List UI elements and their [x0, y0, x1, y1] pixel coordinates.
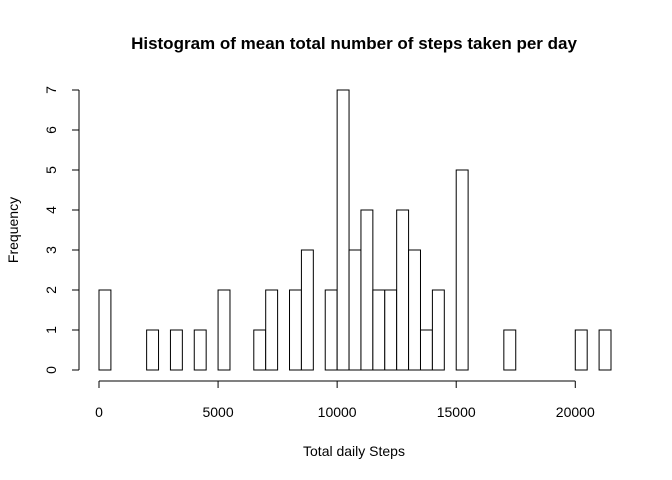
histogram-bar: [265, 289, 279, 371]
histogram-bar: [98, 289, 112, 371]
x-axis: 0 5000 10000 15000 20000: [95, 380, 595, 420]
y-tick-label: 7: [43, 86, 59, 94]
histogram-bar: [396, 209, 410, 371]
y-axis-label: Frequency: [5, 197, 21, 263]
x-tick-label: 15000: [437, 404, 476, 420]
y-tick-label: 6: [43, 126, 59, 134]
histogram-bar: [193, 329, 207, 371]
y-tick-label: 1: [43, 326, 59, 334]
histogram-bar: [360, 209, 374, 371]
histogram-bar: [169, 329, 183, 371]
histogram-bar: [408, 249, 421, 371]
y-tick-label: 0: [43, 366, 59, 374]
histogram-bar: [419, 329, 433, 371]
y-axis: 0 1 2 3 4 5 6 7: [43, 86, 80, 374]
histogram-bar: [217, 289, 231, 371]
histogram-bar: [336, 89, 350, 371]
histogram-bar: [146, 329, 160, 371]
histogram-bar: [289, 289, 302, 371]
y-tick-label: 2: [43, 286, 59, 294]
x-tick-label: 20000: [556, 404, 595, 420]
histogram-bar: [455, 169, 469, 371]
x-tick-label: 10000: [318, 404, 357, 420]
chart-title: Histogram of mean total number of steps …: [131, 34, 577, 53]
histogram-bar: [598, 329, 612, 371]
x-axis-label: Total daily Steps: [303, 443, 405, 459]
histogram-bar: [324, 289, 338, 371]
histogram-bar: [300, 249, 314, 371]
histogram-bar: [372, 289, 386, 371]
histogram-bar: [574, 329, 588, 371]
histogram-bar: [348, 249, 362, 371]
y-tick-label: 4: [43, 206, 59, 214]
y-tick-label: 3: [43, 246, 59, 254]
histogram-bar: [384, 289, 398, 371]
x-tick-label: 5000: [202, 404, 233, 420]
bars-group: [98, 89, 612, 371]
histogram-bar: [503, 329, 517, 371]
y-tick-label: 5: [43, 166, 59, 174]
histogram-bar: [431, 289, 445, 371]
x-tick-label: 0: [95, 404, 103, 420]
histogram-bar: [253, 329, 267, 371]
